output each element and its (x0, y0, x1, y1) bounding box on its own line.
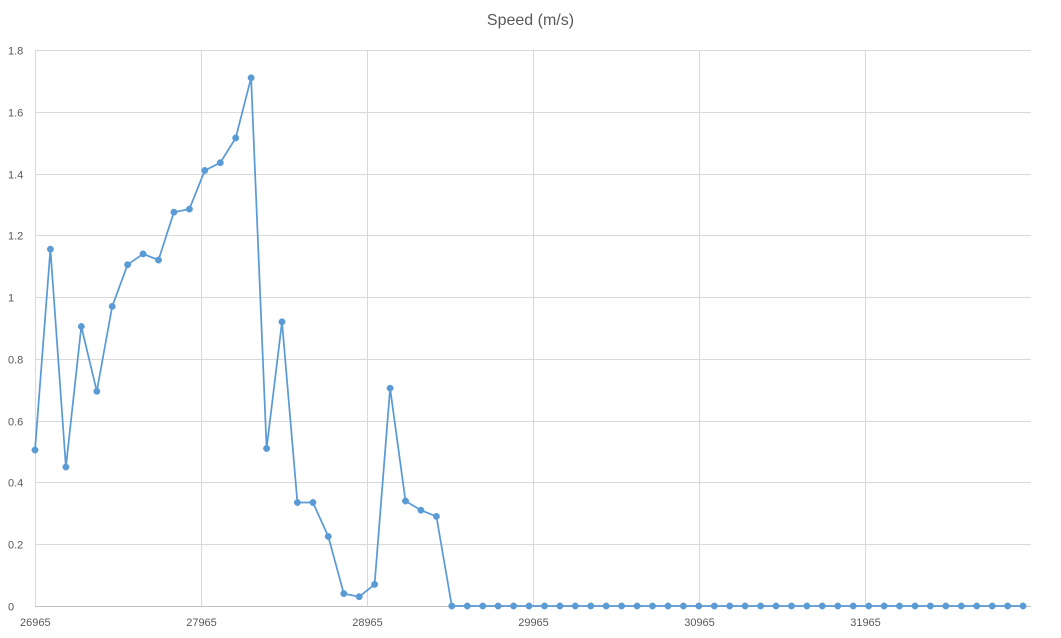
data-point (1004, 602, 1012, 610)
data-point (46, 245, 54, 253)
data-point (62, 463, 70, 471)
data-point (988, 602, 996, 610)
data-point (232, 134, 240, 142)
data-point (448, 602, 456, 610)
data-point (463, 602, 471, 610)
data-point (1019, 602, 1027, 610)
data-point (31, 446, 39, 454)
data-point (865, 602, 873, 610)
data-point (108, 302, 116, 310)
data-point (77, 323, 85, 330)
y-tick-label: 1.2 (8, 231, 23, 243)
data-point (710, 602, 718, 610)
data-point (479, 602, 487, 610)
data-point (340, 590, 348, 598)
data-point (695, 602, 703, 610)
y-tick-label: 0 (8, 602, 14, 614)
data-point (293, 499, 301, 506)
data-point (417, 506, 425, 514)
data-point (664, 602, 672, 610)
y-tick-label: 1.6 (8, 108, 23, 120)
data-point (371, 580, 379, 588)
data-point (602, 602, 610, 610)
data-point (494, 602, 502, 610)
data-point (556, 602, 564, 610)
data-point (649, 602, 656, 610)
data-point (93, 387, 101, 395)
y-tick-label: 0.4 (8, 478, 23, 490)
data-point (726, 602, 734, 610)
data-point (942, 602, 950, 610)
data-point (896, 602, 903, 610)
data-point (541, 602, 548, 610)
data-point (911, 602, 919, 610)
data-point (587, 602, 595, 610)
data-point (309, 499, 317, 506)
x-tick-label: 29965 (518, 617, 549, 629)
data-point (124, 261, 132, 269)
series-speed (31, 74, 1027, 610)
data-point (957, 602, 965, 610)
x-tick-label: 30965 (684, 617, 715, 629)
data-point (139, 250, 147, 258)
y-tick-label: 1.8 (8, 46, 23, 58)
x-tick-label: 27965 (186, 617, 217, 629)
x-tick-label: 26965 (20, 617, 51, 629)
data-point (834, 602, 842, 610)
data-point (772, 602, 780, 610)
data-point (973, 602, 981, 610)
data-point (525, 602, 533, 610)
y-tick-label: 0.2 (8, 540, 23, 552)
data-point (926, 602, 934, 610)
data-point (402, 497, 409, 505)
data-point (818, 602, 826, 610)
data-point (263, 445, 271, 452)
data-point (201, 167, 209, 174)
data-point (185, 205, 193, 213)
y-tick-label: 1 (8, 293, 14, 305)
data-point (278, 318, 286, 326)
data-point (355, 593, 363, 601)
grid (35, 50, 1031, 607)
data-point (741, 602, 749, 610)
data-point (679, 602, 687, 610)
data-point (633, 602, 641, 610)
y-tick-label: 0.6 (8, 417, 23, 429)
x-tick-label: 28965 (352, 617, 383, 629)
data-point (170, 208, 178, 216)
x-tick-label: 31965 (850, 617, 881, 629)
data-point (618, 602, 626, 610)
data-point (510, 602, 518, 610)
data-point (571, 602, 579, 610)
data-point (432, 512, 440, 520)
data-point (803, 602, 811, 610)
series-line (34, 76, 1023, 607)
data-point (216, 159, 224, 167)
axes: 0 0.2 0.4 0.6 0.8 1 1.2 1.4 1.6 1.8 26965 27965 2896… (8, 46, 881, 630)
data-point (849, 602, 857, 610)
y-tick-label: 0.8 (8, 355, 23, 367)
data-point (386, 384, 394, 392)
data-point (155, 256, 162, 264)
data-point (880, 602, 888, 610)
y-tick-label: 1.4 (8, 170, 23, 182)
data-point (247, 74, 255, 82)
data-point (757, 602, 765, 610)
chart-title: Speed (m/s) (486, 12, 575, 29)
data-point (324, 533, 332, 540)
data-point (788, 602, 795, 610)
